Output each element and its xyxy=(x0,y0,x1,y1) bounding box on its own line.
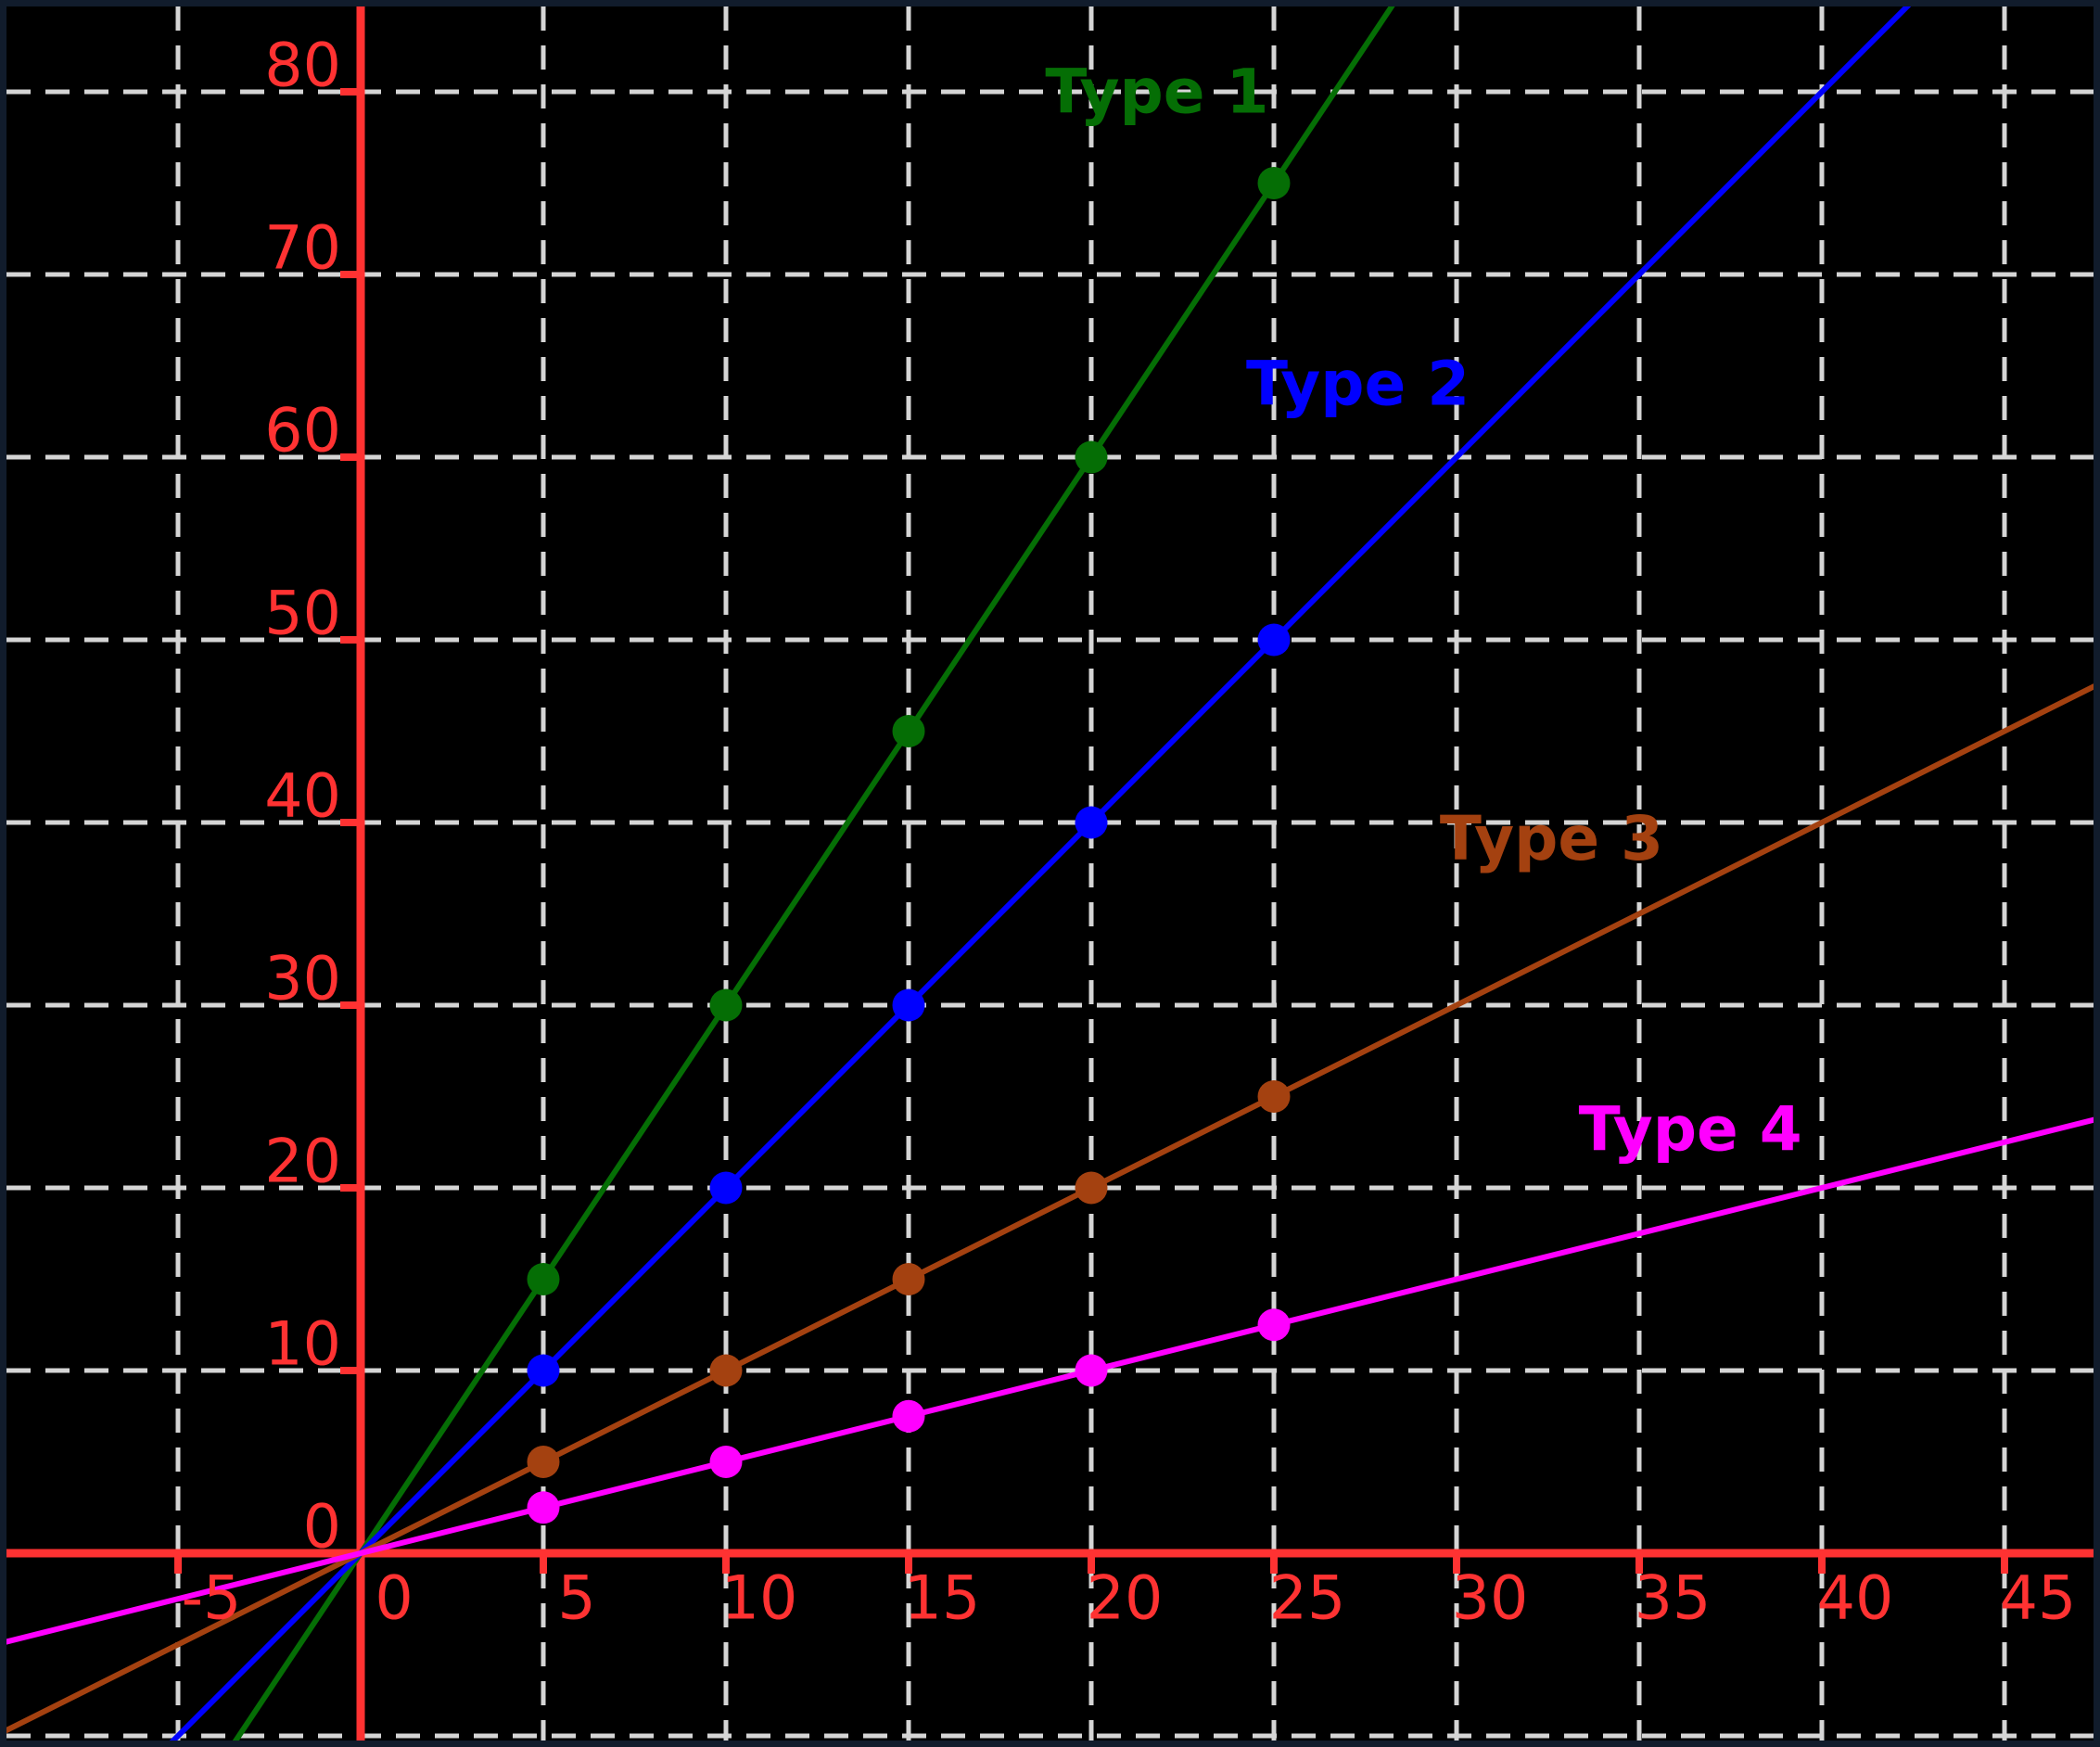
series-label: Type 3 xyxy=(1440,803,1663,874)
data-point xyxy=(892,1263,925,1295)
grid xyxy=(6,6,2094,1741)
series-label: Type 1 xyxy=(1045,57,1268,128)
x-tick-label: -5 xyxy=(182,1564,242,1634)
data-point xyxy=(709,1171,743,1205)
data-point xyxy=(1257,1308,1291,1342)
data-point xyxy=(892,1399,925,1433)
x-tick-label: 5 xyxy=(557,1564,595,1634)
x-tick-label: 35 xyxy=(1635,1564,1712,1634)
data-point xyxy=(1075,1171,1108,1205)
y-tick-label: 80 xyxy=(264,32,341,101)
x-tick-label: 40 xyxy=(1817,1564,1894,1634)
y-tick-label: 60 xyxy=(264,397,341,466)
data-point xyxy=(892,988,925,1022)
data-point xyxy=(527,1354,560,1387)
x-tick-label: 15 xyxy=(904,1564,981,1634)
data-point xyxy=(1075,440,1108,474)
x-tick-label: 20 xyxy=(1087,1564,1164,1634)
series-line-4 xyxy=(6,1116,2094,1645)
x-tick-label: 0 xyxy=(375,1564,413,1634)
y-tick-label: 20 xyxy=(264,1128,341,1197)
series-label: Type 2 xyxy=(1246,349,1470,420)
y-tick-label: 30 xyxy=(264,945,341,1014)
data-point xyxy=(1257,167,1291,199)
data-point xyxy=(527,1263,560,1295)
x-tick-label: 45 xyxy=(2000,1564,2077,1634)
data-point xyxy=(1257,623,1291,657)
plot-background xyxy=(6,6,2094,1741)
data-point xyxy=(1075,1354,1108,1387)
y-tick-label: 50 xyxy=(264,580,341,649)
data-point xyxy=(527,1491,560,1524)
y-tick-label: 70 xyxy=(264,214,341,284)
y-tick-label: 10 xyxy=(264,1310,341,1380)
x-tick-label: 25 xyxy=(1269,1564,1346,1634)
data-point xyxy=(709,1354,743,1387)
y-tick-label: 40 xyxy=(264,762,341,832)
data-point xyxy=(892,715,925,747)
data-point xyxy=(1075,806,1108,839)
data-point xyxy=(709,1446,743,1478)
x-tick-label: 10 xyxy=(721,1564,798,1634)
x-tick-label: 30 xyxy=(1452,1564,1529,1634)
series-line-3 xyxy=(6,683,2094,1734)
series-label: Type 4 xyxy=(1579,1093,1802,1165)
y-tick-label: 0 xyxy=(303,1493,341,1562)
data-point xyxy=(1257,1080,1291,1113)
data-point xyxy=(527,1446,560,1478)
data-point xyxy=(709,988,743,1022)
